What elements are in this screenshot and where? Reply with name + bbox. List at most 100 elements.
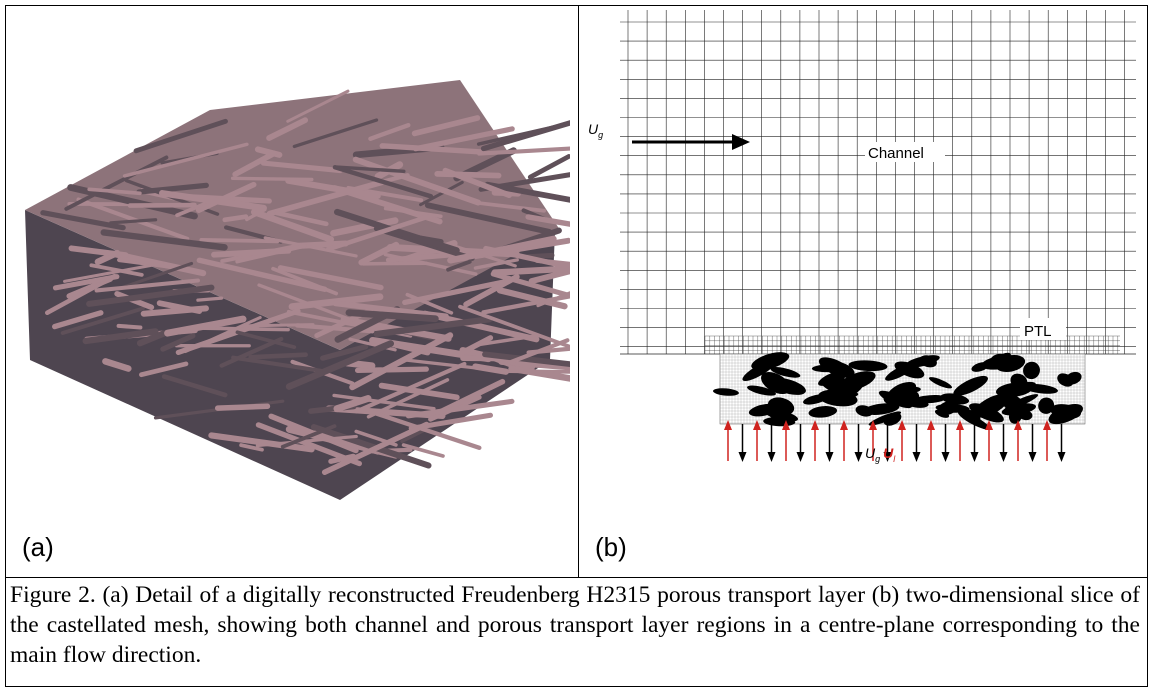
fiber [68,245,129,259]
fiber [127,202,197,208]
fiber [354,366,429,373]
fiber [136,182,209,195]
fiber [400,423,435,444]
fiber [164,315,247,337]
fiber-section [826,392,859,402]
border-top [5,5,1148,7]
fiber [332,165,434,199]
fiber [491,265,570,276]
liquid-arrow-head [869,420,877,430]
fiber [401,443,445,458]
fiber [277,265,384,291]
fiber [40,210,126,231]
fiber [411,115,481,137]
fiber [109,218,158,225]
gas-arrow-head [999,452,1008,462]
border-bottom [5,686,1148,688]
fiber [484,181,570,203]
fiber [333,395,372,413]
fiber-section [934,409,950,418]
fiber [463,273,520,308]
fiber [116,323,143,330]
fiber [208,432,315,453]
fiber [52,274,120,291]
fiber-section [935,403,970,413]
fiber-section [1057,373,1074,387]
fiber [473,258,519,270]
gas-arrow-head [738,452,747,462]
fiber [260,160,343,174]
fiber [60,306,145,335]
fiber [525,214,570,227]
fiber [345,309,439,323]
fiber [366,378,450,419]
fiber-section [928,377,953,389]
fiber-section [940,393,970,405]
fiber [328,453,356,464]
fiber [368,122,411,141]
gas-arrow-head [825,452,834,462]
fiber [266,179,386,217]
fiber [82,328,159,345]
gas-arrow-head [854,452,863,462]
fiber [482,351,570,367]
fiber [160,333,196,352]
fiber [196,257,328,292]
gas-arrow-head [970,452,979,462]
fiber-section [953,375,988,396]
liquid-arrow-head [927,420,935,430]
fiber-render [25,80,570,500]
fiber [400,358,487,371]
fiber-section [995,382,1033,398]
fiber [474,200,546,213]
inlet-arrow-head [732,134,750,150]
fiber [67,184,198,220]
fiber [235,243,307,264]
border-left [5,5,7,687]
fiber [332,393,436,411]
fiber [255,434,358,448]
fiber-section [878,390,913,409]
fiber [280,424,337,449]
fiber [335,165,406,174]
fiber [352,156,482,206]
fiber [199,237,280,244]
fiber [161,374,228,398]
fiber [446,259,472,272]
liquid-arrow-head [782,420,790,430]
fiber [405,292,454,315]
liquid-arrow-head [753,420,761,430]
fiber [330,217,399,237]
fiber [235,330,297,350]
ptl-region [713,352,1086,430]
subscript: g [598,130,603,140]
fiber-section [713,388,739,396]
fiber-section [1023,361,1040,380]
fiber [447,235,557,264]
fiber [136,330,168,347]
fiber [332,300,449,320]
liquid-arrow-head [724,420,732,430]
mesh-slice: Ug Channel PTL Ug Ul [588,10,1136,464]
fiber-section [912,395,947,404]
panel-label: (a) [22,532,54,562]
fiber [63,261,164,283]
fiber [457,335,494,357]
fiber [94,278,200,293]
fiber [480,120,570,152]
fiber-section [1048,404,1083,425]
fiber [222,214,249,223]
fiber [361,261,428,266]
gas-arrow-head [941,452,950,462]
label-bg [865,142,945,162]
fiber [266,117,309,141]
fiber [325,213,434,252]
symbol: U [865,445,876,461]
gas-arrow-head [883,452,892,462]
subscript: g [875,454,880,464]
label-bg [1020,318,1066,340]
fiber [333,208,460,254]
panel-divider [578,5,580,577]
gas-arrow-head [1057,452,1066,462]
